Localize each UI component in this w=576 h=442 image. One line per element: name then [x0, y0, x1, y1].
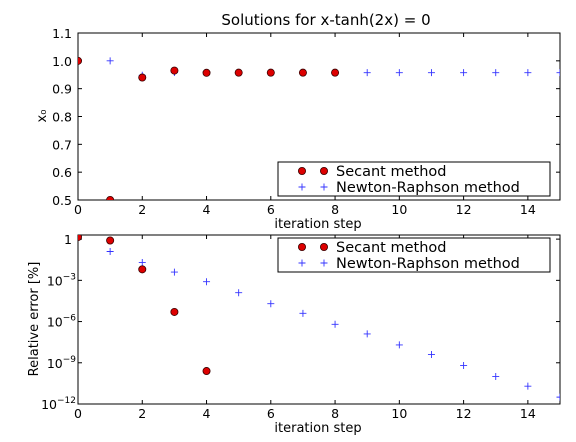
- secant-point: [319, 242, 328, 251]
- newton-raphson-point: [460, 69, 468, 77]
- newton-raphson-point: [524, 382, 532, 390]
- newton-raphson-point: [427, 69, 435, 77]
- y-tick-label: 1.0: [52, 54, 72, 69]
- newton-raphson-point: [267, 300, 275, 308]
- secant-point: [266, 68, 275, 77]
- secant-point: [234, 68, 243, 77]
- x-tick-label: 8: [331, 406, 339, 421]
- bottom-x-axis-label: iteration step: [274, 421, 361, 436]
- legend-label: Newton-Raphson method: [336, 180, 520, 196]
- newton-raphson-point: [320, 183, 328, 191]
- x-tick-label: 0: [74, 202, 82, 217]
- newton-raphson-point: [427, 351, 435, 359]
- data-points: [78, 235, 560, 401]
- secant-point: [78, 235, 82, 242]
- data-points: [78, 56, 560, 200]
- x-tick-label: 0: [74, 406, 82, 421]
- x-tick-label: 14: [520, 202, 536, 217]
- plot-frame: [77, 234, 561, 405]
- newton-raphson-point: [106, 247, 114, 255]
- newton-raphson-point: [331, 320, 339, 328]
- legend-label: Secant method: [336, 164, 446, 180]
- top-plot: 0 2 4 6 8 10 12 14 0.5 0.6 0.7 0.8 0.9 1.0 1.1 Secant m…: [52, 26, 561, 217]
- newton-raphson-point: [363, 69, 371, 77]
- y-tick-label: 1: [64, 232, 72, 247]
- secant-point: [170, 66, 179, 75]
- secant-point: [297, 242, 306, 251]
- newton-raphson-point: [235, 289, 243, 297]
- top-y-axis-label: x₀: [35, 110, 50, 123]
- x-tick-label: 2: [138, 406, 146, 421]
- legend-label: Secant method: [336, 240, 446, 256]
- x-tick-label: 6: [267, 406, 275, 421]
- newton-raphson-point: [299, 309, 307, 317]
- x-tick-label: 4: [203, 202, 211, 217]
- newton-raphson-point: [320, 259, 328, 267]
- x-tick-label: 2: [138, 202, 146, 217]
- y-tick-label: 0.7: [52, 137, 72, 152]
- bottom-y-axis-label: Relative error [%]: [27, 262, 42, 377]
- newton-raphson-point: [363, 330, 371, 338]
- newton-raphson-point: [298, 259, 306, 267]
- bottom-plot: 0 2 4 6 8 10 12 14 1 10−3 10−6 10−9 10−12 Secant meth…: [41, 232, 561, 421]
- x-tick-label: 6: [267, 202, 275, 217]
- newton-raphson-point: [298, 183, 306, 191]
- x-tick-label: 14: [520, 406, 536, 421]
- y-tick-label: 10−3: [47, 272, 76, 288]
- x-tick-label: 4: [203, 406, 211, 421]
- newton-raphson-point: [492, 69, 500, 77]
- secant-point: [138, 73, 147, 82]
- secant-point: [106, 196, 115, 200]
- legend-label: Newton-Raphson method: [336, 256, 520, 272]
- secant-point: [331, 68, 340, 77]
- secant-point: [202, 367, 211, 376]
- newton-raphson-point: [170, 268, 178, 276]
- y-tick-label: 10−12: [41, 396, 76, 412]
- y-tick-label: 10−6: [47, 314, 76, 330]
- y-tick-label: 1.1: [52, 26, 72, 41]
- newton-raphson-point: [524, 69, 532, 77]
- secant-point: [78, 56, 82, 65]
- newton-raphson-point: [556, 393, 560, 401]
- newton-raphson-point: [395, 341, 403, 349]
- secant-point: [138, 265, 147, 274]
- newton-raphson-point: [106, 57, 114, 65]
- newton-raphson-point: [203, 278, 211, 286]
- x-tick-label: 10: [391, 406, 407, 421]
- newton-raphson-point: [492, 373, 500, 381]
- newton-raphson-point: [460, 362, 468, 370]
- y-tick-label: 0.5: [52, 193, 72, 208]
- newton-raphson-point: [556, 69, 560, 77]
- secant-point: [106, 236, 115, 245]
- x-tick-label: 12: [456, 406, 472, 421]
- secant-point: [298, 68, 307, 77]
- x-tick-label: 10: [391, 202, 407, 217]
- secant-point: [170, 307, 179, 316]
- newton-raphson-point: [395, 69, 403, 77]
- x-tick-label: 12: [456, 202, 472, 217]
- chart-title: Solutions for x-tanh(2x) = 0: [221, 11, 430, 29]
- secant-point: [319, 166, 328, 175]
- x-tick-label: 8: [331, 202, 339, 217]
- y-tick-label: 0.9: [52, 82, 72, 97]
- top-x-axis-label: iteration step: [274, 217, 361, 232]
- y-tick-label: 0.6: [52, 165, 72, 180]
- newton-raphson-point: [138, 258, 146, 266]
- y-tick-label: 0.8: [52, 110, 72, 125]
- y-tick-label: 10−9: [47, 355, 76, 371]
- secant-point: [297, 166, 306, 175]
- secant-point: [202, 68, 211, 77]
